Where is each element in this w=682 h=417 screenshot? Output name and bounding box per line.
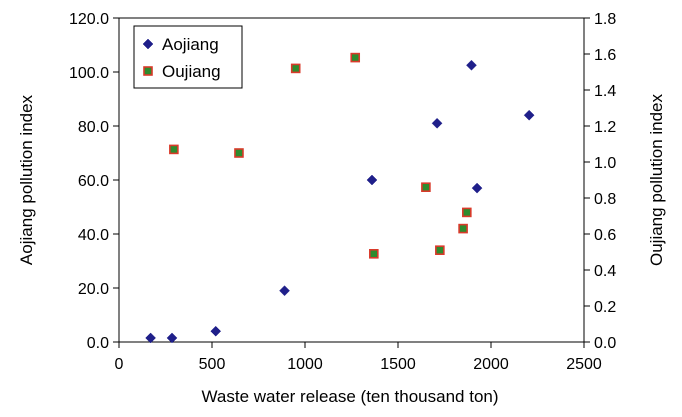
x-tick-label: 2000 bbox=[473, 356, 509, 373]
legend-label: Aojiang bbox=[162, 35, 219, 54]
right-y-tick-label: 1.4 bbox=[594, 83, 616, 100]
left-y-tick-label: 40.0 bbox=[78, 227, 109, 244]
oujiang-point bbox=[290, 63, 301, 74]
right-y-tick-label: 1.6 bbox=[594, 47, 616, 64]
oujiang-point bbox=[458, 223, 468, 234]
right-y-tick-label: 0.6 bbox=[594, 227, 616, 244]
x-axis-title: Waste water release (ten thousand ton) bbox=[201, 387, 498, 406]
right-y-tick-label: 0.2 bbox=[594, 299, 616, 316]
aojiang-point bbox=[279, 285, 290, 297]
x-tick-label: 1500 bbox=[380, 356, 416, 373]
x-tick-label: 500 bbox=[199, 356, 226, 373]
aojiang-point bbox=[471, 182, 483, 194]
aojiang-point bbox=[210, 325, 222, 337]
oujiang-point bbox=[169, 144, 179, 155]
aojiang-point bbox=[166, 332, 178, 344]
aojiang-point bbox=[431, 117, 443, 129]
legend-box bbox=[133, 25, 243, 89]
left-y-tick-label: 0.0 bbox=[87, 335, 109, 352]
aojiang-point bbox=[366, 174, 378, 186]
oujiang-point bbox=[421, 182, 431, 192]
right-y-axis-title: Oujiang pollution index bbox=[647, 93, 666, 266]
x-tick-label: 0 bbox=[115, 356, 124, 373]
oujiang-point bbox=[435, 245, 445, 255]
marks-layer bbox=[145, 52, 535, 344]
oujiang-point bbox=[350, 52, 361, 63]
oujiang-point bbox=[369, 249, 379, 259]
left-y-tick-label: 80.0 bbox=[78, 119, 109, 136]
right-y-tick-label: 0.8 bbox=[594, 191, 616, 208]
aojiang-point bbox=[523, 109, 535, 121]
oujiang-point bbox=[462, 207, 472, 218]
legend-marker-aojiang bbox=[142, 38, 154, 50]
right-y-tick-label: 0.4 bbox=[594, 263, 616, 280]
right-y-tick-label: 0.0 bbox=[594, 335, 616, 352]
left-y-tick-label: 120.0 bbox=[69, 11, 109, 28]
left-y-tick-label: 60.0 bbox=[78, 173, 109, 190]
right-y-tick-label: 1.2 bbox=[594, 119, 616, 136]
x-tick-label: 1000 bbox=[287, 356, 323, 373]
aojiang-point bbox=[145, 332, 156, 344]
legend: Aojiang Oujiang bbox=[133, 25, 243, 89]
aojiang-point bbox=[466, 59, 477, 71]
legend-label: Oujiang bbox=[162, 62, 221, 81]
x-tick-label: 2500 bbox=[566, 356, 602, 373]
left-y-axis-title: Aojiang pollution index bbox=[17, 94, 36, 265]
right-y-tick-label: 1.8 bbox=[594, 11, 616, 28]
legend-marker-oujiang bbox=[143, 66, 153, 76]
oujiang-point bbox=[234, 148, 244, 158]
right-y-tick-label: 1.0 bbox=[594, 155, 616, 172]
left-y-tick-label: 20.0 bbox=[78, 281, 109, 298]
axes-layer: 0 500 1000 1500 2000 2500 0.0 20.0 40.0 60.0 80.0 1… bbox=[69, 11, 616, 373]
left-y-tick-label: 100.0 bbox=[69, 65, 109, 82]
